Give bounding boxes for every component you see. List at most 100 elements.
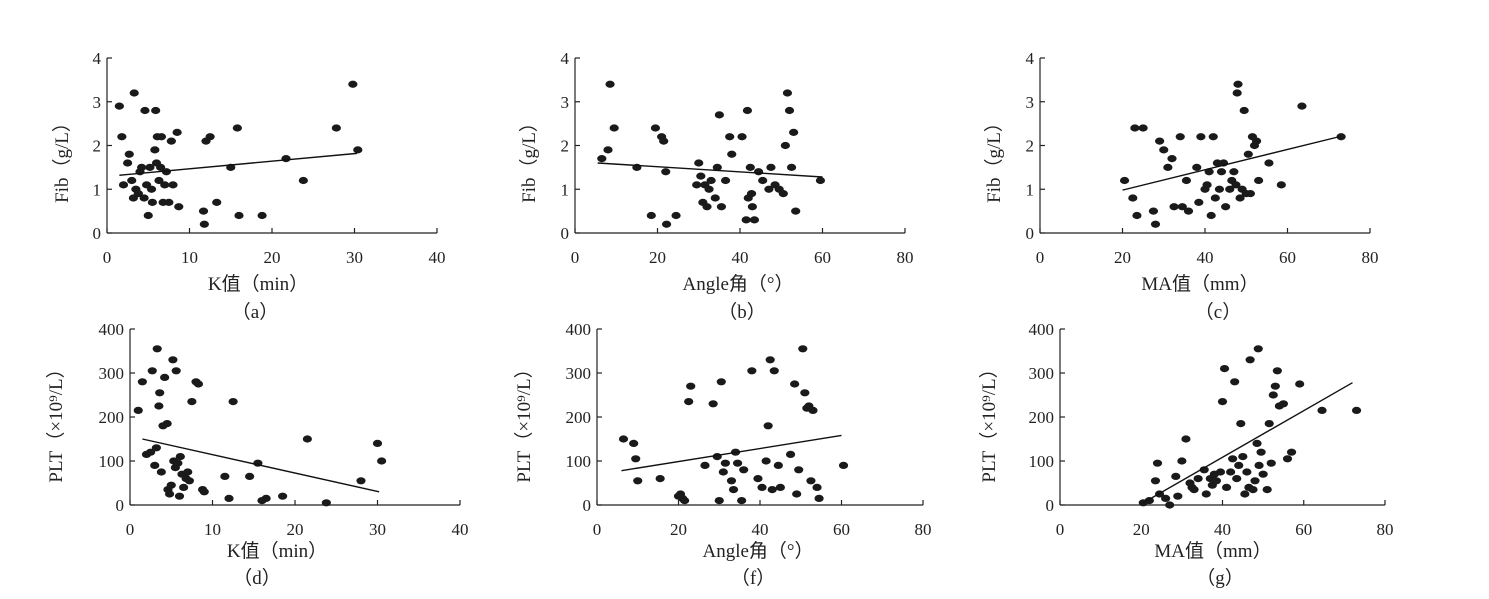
data-point	[1181, 435, 1191, 443]
panel-f: 0 20 40 60 80 0 100 200 300 400 Angle角（°） PLT（×10⁹/…	[513, 320, 932, 589]
data-point	[1242, 468, 1252, 476]
data-point	[1119, 176, 1130, 185]
data-point	[798, 345, 808, 353]
data-point	[1130, 124, 1140, 132]
data-point	[140, 106, 150, 115]
data-point	[183, 468, 193, 476]
data-point	[1243, 150, 1253, 158]
data-point	[1228, 455, 1238, 463]
x-tick-label: 60	[833, 520, 850, 539]
data-point	[1282, 455, 1293, 463]
x-tick-label: 40	[1214, 520, 1231, 539]
y-tick-label: 4	[1026, 49, 1035, 68]
x-axis-label: Angle角（°）	[682, 273, 793, 295]
data-point	[1175, 133, 1185, 141]
x-tick-label: 80	[1377, 520, 1394, 539]
data-point	[198, 207, 209, 215]
data-point	[696, 172, 706, 180]
data-point	[716, 378, 726, 386]
data-point	[1159, 146, 1169, 154]
data-point	[1264, 159, 1274, 167]
data-point	[782, 89, 793, 97]
data-point	[702, 203, 712, 211]
data-point	[806, 477, 816, 485]
data-point	[1199, 466, 1209, 474]
data-point	[118, 181, 129, 189]
y-tick-label: 3	[93, 93, 102, 112]
data-point	[650, 124, 661, 132]
data-point	[124, 150, 134, 158]
data-point	[145, 163, 155, 171]
x-tick-label: 0	[1036, 248, 1045, 267]
y-tick-label: 300	[1029, 364, 1055, 383]
x-axis-label: K值（min）	[208, 273, 308, 295]
data-point	[123, 159, 133, 167]
data-point	[174, 492, 185, 500]
data-point	[758, 176, 768, 185]
data-point	[1256, 448, 1266, 456]
data-point	[156, 133, 167, 141]
y-tick-label: 400	[1029, 320, 1055, 339]
data-point	[773, 461, 783, 469]
data-point	[321, 499, 331, 507]
data-point	[156, 468, 166, 476]
data-point	[746, 190, 757, 198]
data-point	[154, 176, 164, 185]
data-point	[133, 190, 143, 198]
y-tick-label: 0	[93, 224, 102, 243]
data-point	[184, 477, 194, 485]
data-point	[778, 190, 788, 198]
x-axis-label: MA值（mm）	[1154, 540, 1271, 562]
x-tick-label: 30	[369, 520, 386, 539]
y-tick-label: 200	[1029, 408, 1055, 427]
data-point	[704, 185, 714, 193]
data-point	[1238, 453, 1248, 461]
x-tick-label: 40	[452, 520, 469, 539]
data-point	[1216, 168, 1227, 176]
data-point	[1201, 490, 1211, 498]
data-point	[1240, 490, 1250, 498]
data-point	[680, 497, 690, 505]
data-point	[1183, 207, 1194, 215]
data-point	[1215, 468, 1226, 476]
data-point	[789, 128, 799, 136]
data-point	[377, 457, 387, 465]
y-tick-label: 2	[561, 137, 570, 156]
panel-caption: （g）	[1196, 567, 1244, 589]
data-point	[147, 367, 157, 375]
data-point	[814, 494, 824, 502]
panel-caption: （d）	[233, 567, 281, 589]
data-point	[1295, 380, 1305, 388]
data-point	[179, 483, 189, 491]
data-point	[1276, 181, 1286, 189]
data-point	[152, 345, 162, 353]
data-point	[629, 439, 639, 447]
data-point	[137, 378, 147, 386]
x-tick-label: 20	[1114, 248, 1131, 267]
data-point	[749, 216, 760, 224]
data-point	[1229, 168, 1239, 176]
data-point	[168, 356, 178, 364]
data-point	[1196, 133, 1206, 141]
data-point	[720, 176, 731, 185]
data-point	[716, 203, 727, 211]
data-point	[234, 211, 244, 220]
data-point	[1177, 203, 1187, 211]
data-point	[725, 133, 735, 141]
data-point	[686, 382, 696, 390]
data-point	[137, 163, 147, 171]
data-point	[147, 198, 157, 206]
data-point	[1208, 133, 1218, 141]
data-point	[671, 211, 681, 220]
data-point	[1239, 106, 1249, 115]
y-tick-label: 200	[99, 408, 125, 427]
x-tick-label: 60	[814, 248, 831, 267]
x-tick-label: 20	[670, 520, 687, 539]
data-point	[757, 483, 767, 491]
data-point	[838, 461, 849, 469]
data-point	[597, 155, 607, 163]
y-axis-label: Fib（g/L）	[51, 113, 73, 203]
data-point	[618, 435, 629, 443]
data-point	[692, 181, 702, 189]
